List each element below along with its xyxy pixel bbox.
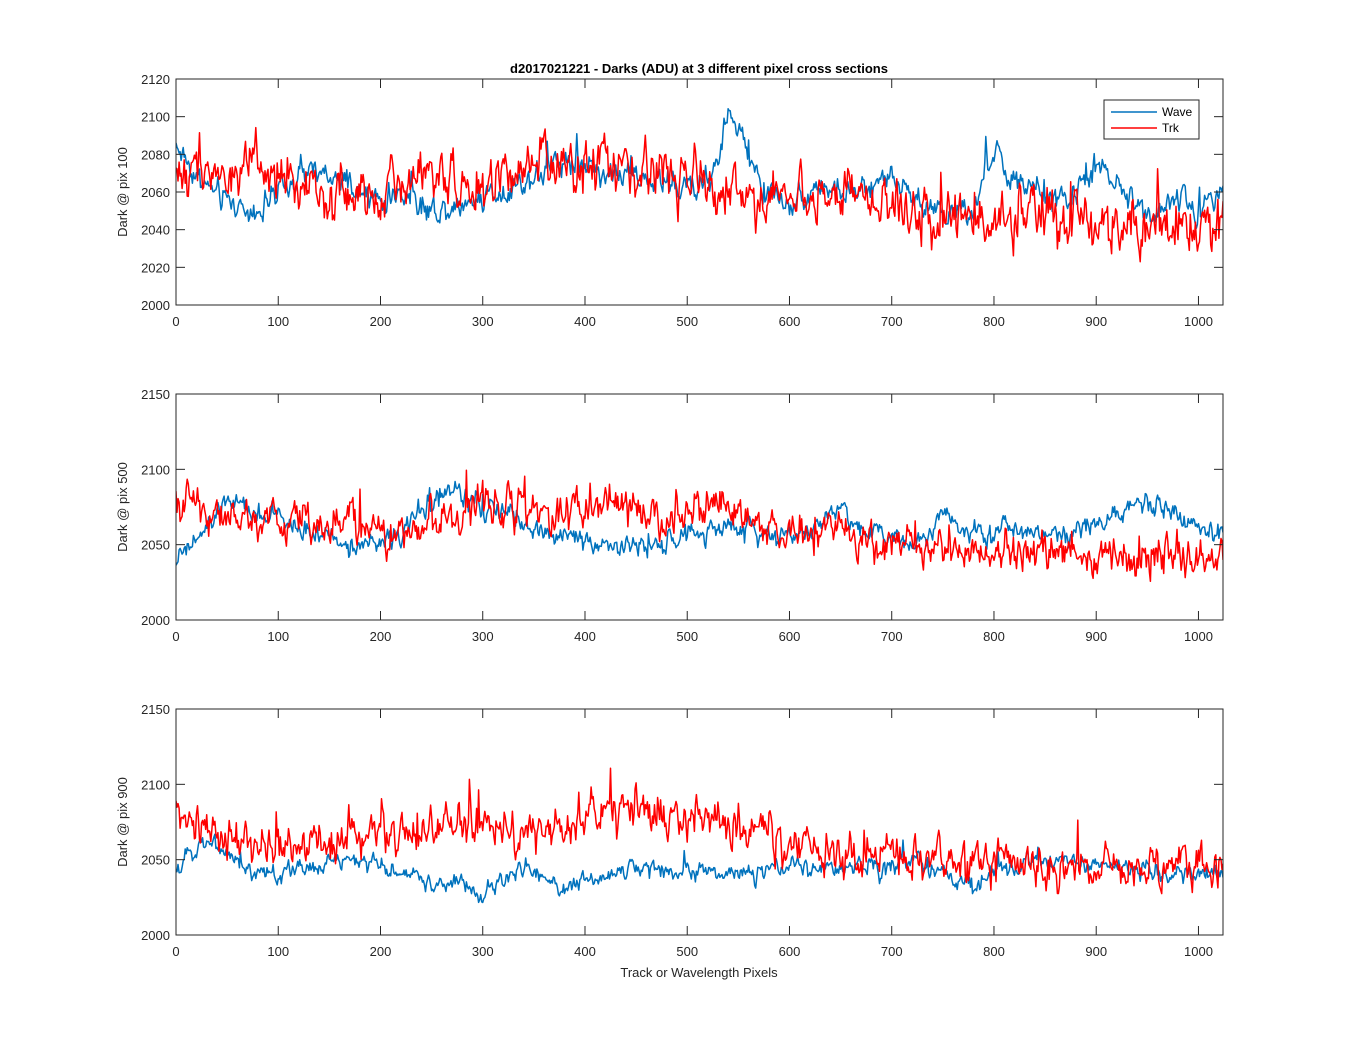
figure-title: d2017021221 - Darks (ADU) at 3 different… [510, 61, 888, 76]
y-tick-label: 2050 [141, 538, 170, 553]
legend-label-trk: Trk [1162, 121, 1180, 135]
y-tick-label: 2100 [141, 462, 170, 477]
subplot-group: 0 100 200 300 400 500 600 700 800 900 100020002020… [115, 72, 1224, 959]
x-tick-label: 300 [472, 629, 494, 644]
y-tick-label: 2120 [141, 72, 170, 87]
x-tick-label: 700 [881, 944, 903, 959]
y-tick-label: 2000 [141, 613, 170, 628]
series-line-trk [176, 126, 1223, 263]
axes-frame [175, 393, 1224, 621]
x-tick-label: 300 [472, 314, 494, 329]
y-tick-label: 2040 [141, 223, 170, 238]
x-tick-label: 1000 [1184, 944, 1213, 959]
x-tick-label: 900 [1085, 314, 1107, 329]
y-tick-label: 2100 [141, 777, 170, 792]
x-tick-label: 500 [676, 314, 698, 329]
x-tick-label: 800 [983, 944, 1005, 959]
x-tick-label: 600 [779, 314, 801, 329]
x-tick-label: 500 [676, 944, 698, 959]
x-tick-label: 400 [574, 944, 596, 959]
x-tick-label: 200 [370, 314, 392, 329]
x-tick-label: 400 [574, 629, 596, 644]
x-tick-label: 800 [983, 629, 1005, 644]
y-axis-label: Dark @ pix 900 [115, 777, 130, 867]
series-group [176, 108, 1223, 263]
y-axis-label: Dark @ pix 500 [115, 462, 130, 552]
y-tick-label: 2020 [141, 260, 170, 275]
x-tick-label: 800 [983, 314, 1005, 329]
series-line-trk [176, 767, 1223, 895]
x-tick-label: 0 [172, 944, 179, 959]
y-tick-label: 2060 [141, 185, 170, 200]
y-axis-label: Dark @ pix 100 [115, 147, 130, 237]
x-tick-label: 0 [172, 314, 179, 329]
axes-frame [175, 708, 1224, 936]
y-tick-label: 2150 [141, 702, 170, 717]
x-tick-label: 700 [881, 629, 903, 644]
x-tick-label: 700 [881, 314, 903, 329]
x-axis-label: Track or Wavelength Pixels [620, 965, 778, 980]
y-tick-label: 2100 [141, 110, 170, 125]
subplot-1: 0 100 200 300 400 500 600 700 800 900 1000 2000 2020… [115, 72, 1224, 329]
x-tick-label: 100 [267, 944, 289, 959]
x-tick-label: 900 [1085, 629, 1107, 644]
series-line-wave [176, 480, 1223, 566]
x-tick-label: 600 [779, 629, 801, 644]
plot-area [176, 709, 1223, 935]
x-tick-label: 400 [574, 314, 596, 329]
series-group [176, 767, 1223, 904]
x-tick-label: 1000 [1184, 314, 1213, 329]
y-tick-label: 2000 [141, 928, 170, 943]
x-tick-label: 200 [370, 629, 392, 644]
y-tick-label: 2150 [141, 387, 170, 402]
x-tick-label: 100 [267, 629, 289, 644]
y-tick-label: 2000 [141, 298, 170, 313]
y-tick-label: 2050 [141, 853, 170, 868]
x-tick-label: 1000 [1184, 629, 1213, 644]
x-tick-label: 200 [370, 944, 392, 959]
legend-frame [1103, 99, 1200, 140]
subplot-2: 0 100 200 300 400 500 600 700 800 900 1000 2000 2050… [115, 387, 1224, 644]
series-line-trk [176, 469, 1223, 583]
x-tick-label: 300 [472, 944, 494, 959]
series-group [176, 469, 1223, 583]
legend-label-wave: Wave [1162, 105, 1193, 119]
x-tick-label: 500 [676, 629, 698, 644]
subplot-3: 0 100 200 300 400 500 600 700 800 900 1000 2000 2050… [115, 702, 1224, 959]
x-tick-label: 900 [1085, 944, 1107, 959]
x-tick-label: 100 [267, 314, 289, 329]
x-tick-label: 600 [779, 944, 801, 959]
x-tick-label: 0 [172, 629, 179, 644]
y-tick-label: 2080 [141, 147, 170, 162]
plot-area [176, 79, 1223, 305]
legend: Wave Trk [1103, 99, 1200, 140]
